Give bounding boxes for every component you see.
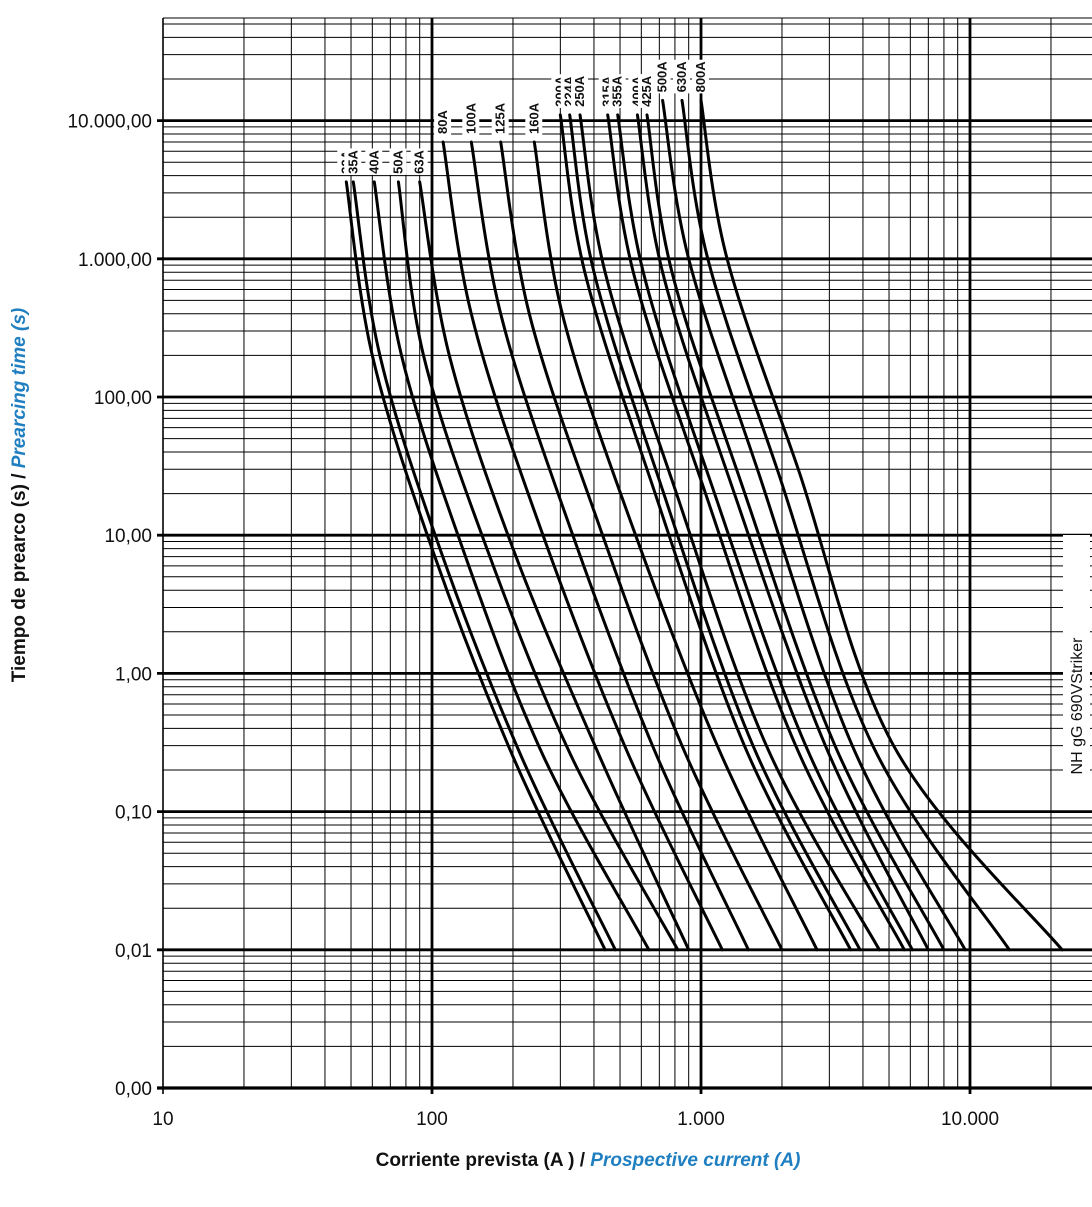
series-curve-50a — [396, 180, 680, 952]
y-tick-label: 0,00 — [115, 1079, 152, 1100]
x-tick-label: 100 — [416, 1109, 448, 1130]
x-tick-label: 10.000 — [941, 1109, 999, 1130]
y-tick-label: 10,00 — [104, 526, 152, 547]
grid-minor — [163, 17, 1092, 1088]
x-tick-label: 10 — [152, 1109, 173, 1130]
series-label-bg — [608, 74, 626, 108]
series-label-355a: 355A — [610, 75, 625, 107]
series-curve-425a — [645, 113, 946, 952]
x-tick-labels: 10 100 1.000 10.000 — [152, 1109, 999, 1130]
y-axis-title-es: Tiempo de prearco (s) / — [9, 468, 30, 682]
series-label-160a: 160A — [526, 102, 541, 134]
series-curve-800a — [699, 98, 1064, 952]
y-tick-label: 1,00 — [115, 664, 152, 685]
series-curve-80a — [441, 140, 724, 952]
series-curve-63a — [418, 180, 691, 952]
series-curve-160a — [532, 140, 819, 952]
series-curve-400a — [635, 113, 930, 952]
series-label-bg — [638, 74, 655, 108]
x-axis-title: Corriente prevista (A ) / Prospective cu… — [376, 1150, 801, 1171]
side-label: NH gG 690VStriker — [1069, 637, 1086, 775]
series-label-80a: 80A — [435, 110, 450, 134]
series-curve-630a — [680, 98, 1011, 952]
series-label-100a: 100A — [463, 102, 478, 134]
grid-major — [157, 18, 1092, 1094]
y-tick-labels: 0,00 0,01 0,10 1,00 10,00 100,00 1.000,00 10.00… — [67, 112, 152, 1100]
series-label-bg — [462, 101, 480, 135]
series-label-630a: 630A — [674, 61, 689, 93]
series-curve-35a — [351, 180, 617, 952]
y-axis-title-en: Prearcing time (s) — [9, 308, 30, 469]
series-label-63a: 63A — [412, 149, 427, 173]
series-curve-200a — [558, 113, 853, 952]
series-curve-125a — [499, 140, 784, 952]
series-label-bg — [571, 74, 588, 108]
x-axis-title-en: Prospective current (A) — [590, 1150, 800, 1171]
series-curve-355a — [616, 113, 914, 952]
series-curves — [344, 98, 1064, 952]
series-label-800a: 800A — [693, 61, 708, 93]
series-label-bg — [389, 148, 407, 175]
side-label-box — [1063, 535, 1090, 797]
series-curve-32a — [344, 180, 607, 952]
series-label-250a: 250A — [572, 75, 587, 107]
series-label-bg — [692, 59, 709, 94]
series-label-bg — [525, 101, 543, 135]
series-label-500a: 500A — [655, 61, 670, 93]
series-label-bg — [491, 101, 509, 135]
series-label-125a: 125A — [493, 102, 508, 134]
y-tick-label: 0,01 — [115, 941, 152, 962]
series-label-40a: 40A — [366, 149, 381, 173]
y-tick-label: 1.000,00 — [78, 250, 152, 271]
series-label-bg — [410, 148, 428, 175]
x-axis-title-es: Corriente prevista (A ) / — [376, 1150, 591, 1171]
series-curve-250a — [578, 113, 881, 952]
series-label-425a: 425A — [639, 75, 654, 107]
series-label-bg — [653, 59, 671, 94]
series-label-bg — [365, 148, 383, 175]
series-curve-100a — [469, 140, 750, 952]
series-curve-224a — [568, 113, 862, 952]
series-curve-315a — [606, 113, 906, 952]
y-tick-label: 100,00 — [94, 388, 152, 409]
y-axis-title: Tiempo de prearco (s) / Prearcing time (… — [9, 308, 30, 682]
series-label-bg — [673, 59, 690, 94]
series-label-bg — [344, 148, 362, 175]
y-tick-label: 10.000,00 — [67, 112, 152, 133]
series-label-bg — [434, 108, 452, 135]
series-curve-500a — [661, 98, 967, 952]
y-tick-label: 0,10 — [115, 803, 152, 824]
x-tick-label: 1.000 — [677, 1109, 725, 1130]
series-label-50a: 50A — [390, 149, 405, 173]
series-label-35a: 35A — [345, 149, 360, 173]
series-curve-40a — [372, 180, 651, 952]
series-labels: 32A35A40A50A63A80A100A125A160A200A224A25… — [337, 59, 709, 175]
